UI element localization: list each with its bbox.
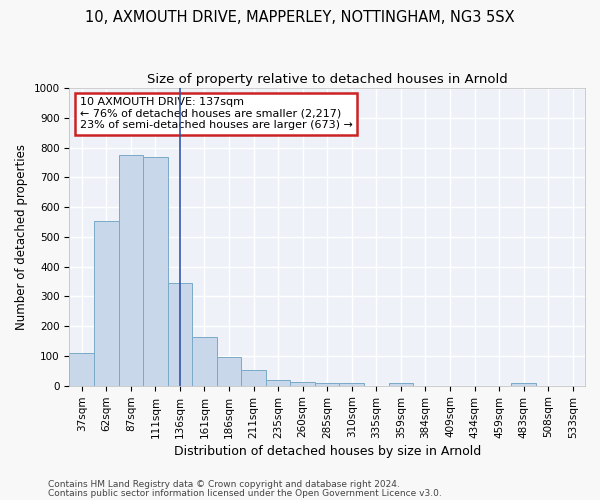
Text: Contains HM Land Registry data © Crown copyright and database right 2024.: Contains HM Land Registry data © Crown c…	[48, 480, 400, 489]
X-axis label: Distribution of detached houses by size in Arnold: Distribution of detached houses by size …	[173, 444, 481, 458]
Title: Size of property relative to detached houses in Arnold: Size of property relative to detached ho…	[147, 72, 508, 86]
Bar	[217, 358, 241, 386]
Text: Contains public sector information licensed under the Open Government Licence v3: Contains public sector information licen…	[48, 490, 442, 498]
Bar	[94, 220, 119, 386]
Text: 10, AXMOUTH DRIVE, MAPPERLEY, NOTTINGHAM, NG3 5SX: 10, AXMOUTH DRIVE, MAPPERLEY, NOTTINGHAM…	[85, 10, 515, 25]
Bar	[340, 382, 364, 386]
Bar	[315, 382, 340, 386]
Bar	[119, 155, 143, 386]
Bar	[389, 382, 413, 386]
Bar	[143, 156, 167, 386]
Bar	[192, 336, 217, 386]
Bar	[167, 283, 192, 386]
Bar	[511, 383, 536, 386]
Text: 10 AXMOUTH DRIVE: 137sqm
← 76% of detached houses are smaller (2,217)
23% of sem: 10 AXMOUTH DRIVE: 137sqm ← 76% of detach…	[80, 97, 353, 130]
Bar	[70, 353, 94, 386]
Y-axis label: Number of detached properties: Number of detached properties	[15, 144, 28, 330]
Bar	[266, 380, 290, 386]
Bar	[241, 370, 266, 386]
Bar	[290, 382, 315, 386]
